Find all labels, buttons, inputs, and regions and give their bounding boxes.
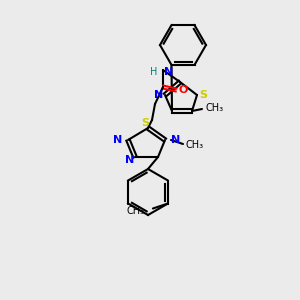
Text: N: N — [171, 135, 180, 145]
Text: O: O — [178, 85, 188, 95]
Text: N: N — [113, 135, 122, 145]
Text: N: N — [125, 155, 135, 165]
Text: CH₃: CH₃ — [185, 140, 203, 150]
Text: N: N — [164, 67, 173, 77]
Text: H: H — [150, 67, 157, 77]
Text: S: S — [199, 90, 207, 100]
Text: CH₃: CH₃ — [127, 206, 145, 215]
Text: N: N — [154, 90, 164, 100]
Text: CH₃: CH₃ — [206, 103, 224, 113]
Text: S: S — [141, 118, 149, 128]
